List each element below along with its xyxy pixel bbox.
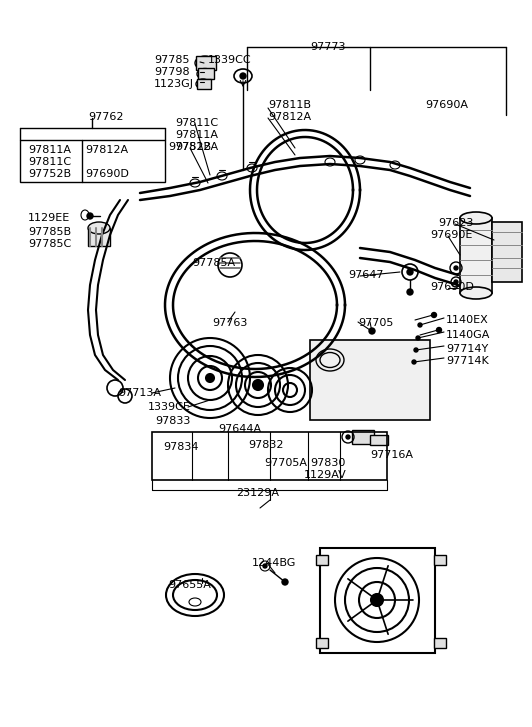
Text: 97785A: 97785A — [192, 258, 235, 268]
Circle shape — [206, 374, 214, 382]
Bar — [370, 435, 388, 445]
Ellipse shape — [460, 212, 492, 224]
Text: 1129AV: 1129AV — [304, 470, 347, 480]
Text: 97811A: 97811A — [175, 130, 218, 140]
Text: 97811C: 97811C — [28, 157, 71, 167]
Ellipse shape — [88, 222, 110, 234]
Text: 97812A: 97812A — [85, 145, 128, 155]
Text: 97785C: 97785C — [28, 239, 71, 249]
Text: 97623: 97623 — [438, 218, 473, 228]
Bar — [88, 228, 110, 246]
Text: 97763: 97763 — [212, 318, 247, 328]
Text: 97690E: 97690E — [430, 230, 472, 240]
Text: 1140GA: 1140GA — [446, 330, 491, 340]
Text: 97833: 97833 — [155, 416, 190, 426]
Bar — [316, 638, 328, 648]
Circle shape — [414, 348, 418, 352]
Circle shape — [371, 594, 383, 606]
Circle shape — [454, 266, 458, 270]
Text: 1123GJ: 1123GJ — [154, 79, 194, 89]
Text: 97812A: 97812A — [268, 112, 311, 122]
Text: 97713A: 97713A — [118, 388, 161, 398]
Bar — [310, 340, 430, 420]
Text: 1339CC: 1339CC — [208, 55, 252, 65]
Text: 97714Y: 97714Y — [446, 344, 488, 354]
Bar — [198, 68, 214, 79]
Text: 97690D: 97690D — [85, 169, 129, 179]
Text: 97811C: 97811C — [175, 118, 218, 128]
Text: 97690D: 97690D — [430, 282, 474, 292]
Circle shape — [282, 579, 288, 585]
Circle shape — [253, 380, 263, 390]
Circle shape — [454, 280, 458, 284]
Text: 97647: 97647 — [348, 270, 384, 280]
Bar — [352, 430, 374, 444]
Text: 97655A: 97655A — [168, 580, 211, 590]
Text: 1140EX: 1140EX — [446, 315, 489, 325]
Text: 97752B: 97752B — [28, 169, 71, 179]
Circle shape — [436, 327, 442, 332]
Circle shape — [407, 269, 413, 275]
Text: 97785B: 97785B — [28, 227, 71, 237]
Circle shape — [240, 73, 246, 79]
Text: 97812A: 97812A — [175, 142, 218, 152]
Text: 1339CE: 1339CE — [148, 402, 191, 412]
Text: 1244BG: 1244BG — [252, 558, 296, 568]
Text: 97644A: 97644A — [218, 424, 261, 434]
Text: 97773: 97773 — [310, 42, 345, 52]
Circle shape — [407, 289, 413, 295]
Text: 97798: 97798 — [154, 67, 189, 77]
Circle shape — [346, 435, 350, 439]
Text: 97830: 97830 — [310, 458, 345, 468]
Text: 97705: 97705 — [358, 318, 393, 328]
Text: 97811A: 97811A — [28, 145, 71, 155]
Text: 97752B: 97752B — [168, 142, 211, 152]
Text: 97762: 97762 — [88, 112, 123, 122]
Text: 1129EE: 1129EE — [28, 213, 70, 223]
Circle shape — [418, 323, 422, 327]
Bar — [20, 140, 165, 182]
Circle shape — [431, 313, 436, 318]
Text: 97690A: 97690A — [425, 100, 468, 110]
Text: 97834: 97834 — [163, 442, 198, 452]
Bar — [197, 79, 211, 89]
Text: 97785: 97785 — [154, 55, 189, 65]
Circle shape — [263, 564, 267, 568]
Circle shape — [87, 213, 93, 219]
Text: 97716A: 97716A — [370, 450, 413, 460]
Text: 97705A: 97705A — [264, 458, 307, 468]
Text: 97811B: 97811B — [268, 100, 311, 110]
Circle shape — [412, 360, 416, 364]
Bar — [434, 555, 446, 565]
Bar — [316, 555, 328, 565]
Bar — [460, 218, 492, 293]
Ellipse shape — [460, 287, 492, 299]
Text: 97832: 97832 — [248, 440, 284, 450]
Text: 97714K: 97714K — [446, 356, 489, 366]
Bar — [196, 56, 216, 70]
Text: 23129A: 23129A — [236, 488, 279, 498]
Circle shape — [369, 328, 375, 334]
Circle shape — [416, 336, 420, 340]
Bar — [320, 548, 435, 653]
Bar — [152, 432, 387, 480]
Bar — [434, 638, 446, 648]
Bar — [492, 222, 522, 282]
